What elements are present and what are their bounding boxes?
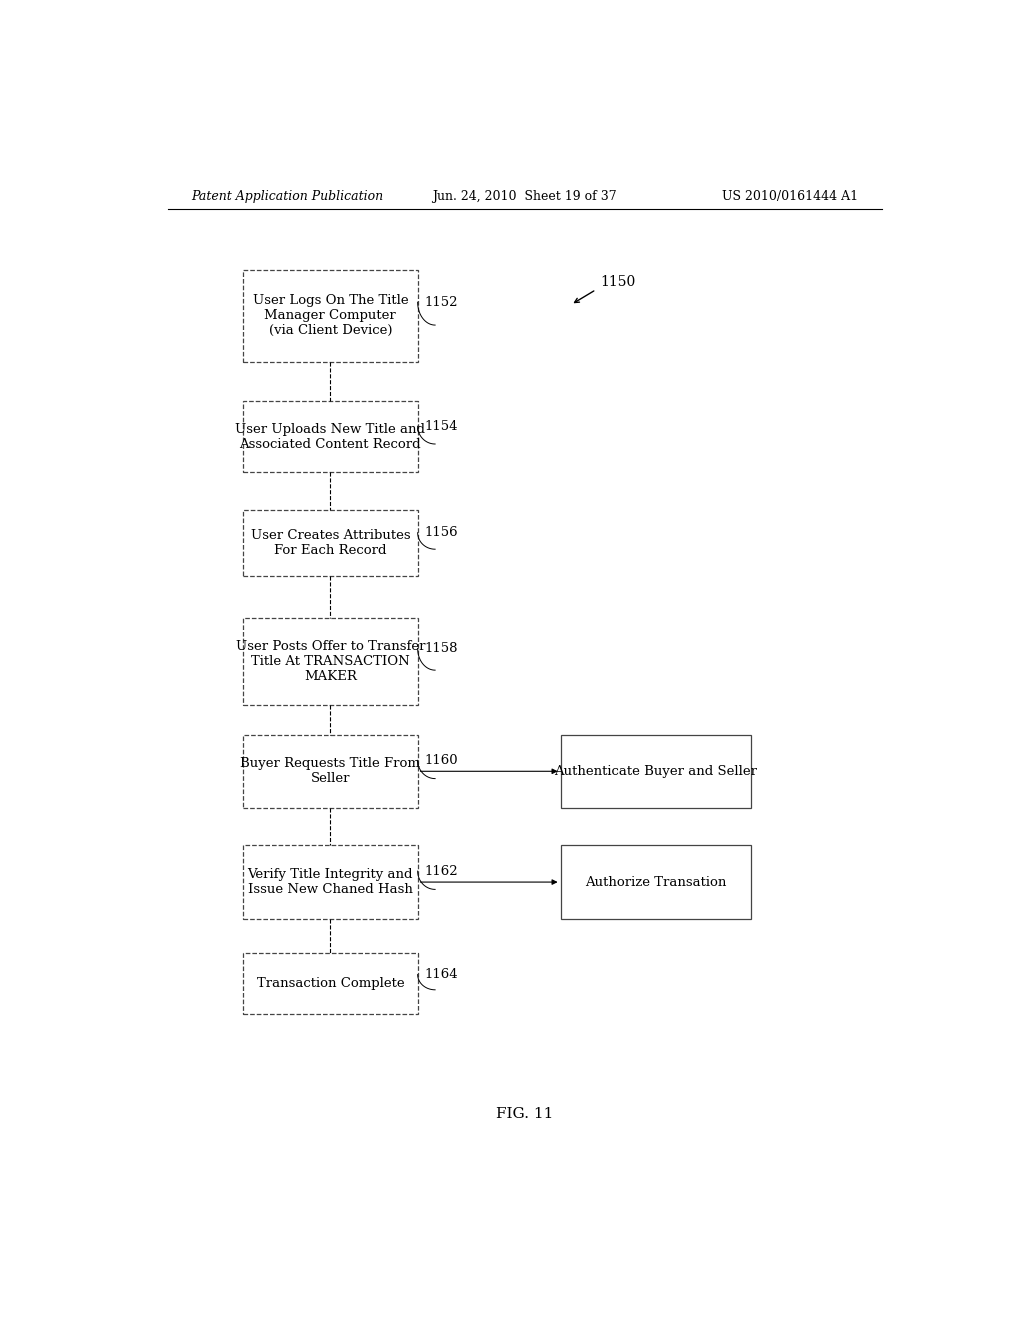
Bar — [560, 735, 751, 808]
Text: User Uploads New Title and
Associated Content Record: User Uploads New Title and Associated Co… — [236, 422, 425, 451]
Text: US 2010/0161444 A1: US 2010/0161444 A1 — [722, 190, 858, 202]
Text: Authenticate Buyer and Seller: Authenticate Buyer and Seller — [554, 764, 757, 777]
Bar — [243, 735, 418, 808]
Bar — [243, 510, 418, 576]
Text: 1154: 1154 — [424, 420, 458, 433]
Text: 1160: 1160 — [424, 754, 458, 767]
Text: 1150: 1150 — [600, 276, 636, 289]
Text: 1156: 1156 — [424, 527, 458, 539]
Text: FIG. 11: FIG. 11 — [496, 1106, 554, 1121]
Text: 1158: 1158 — [424, 642, 458, 655]
Bar — [243, 953, 418, 1014]
Bar — [560, 846, 751, 919]
Text: User Posts Offer to Transfer
Title At TRANSACTION
MAKER: User Posts Offer to Transfer Title At TR… — [236, 640, 425, 682]
Text: 1162: 1162 — [424, 865, 458, 878]
Bar — [243, 401, 418, 473]
Bar — [243, 846, 418, 919]
Text: 1164: 1164 — [424, 968, 458, 981]
Text: 1152: 1152 — [424, 296, 458, 309]
Text: Jun. 24, 2010  Sheet 19 of 37: Jun. 24, 2010 Sheet 19 of 37 — [432, 190, 617, 202]
Text: Buyer Requests Title From
Seller: Buyer Requests Title From Seller — [241, 758, 420, 785]
Bar — [243, 618, 418, 705]
Bar — [243, 271, 418, 362]
Text: Patent Application Publication: Patent Application Publication — [191, 190, 384, 202]
Text: Transaction Complete: Transaction Complete — [257, 977, 404, 990]
Text: User Logs On The Title
Manager Computer
(via Client Device): User Logs On The Title Manager Computer … — [253, 294, 409, 338]
Text: Authorize Transation: Authorize Transation — [585, 875, 726, 888]
Text: Verify Title Integrity and
Issue New Chaned Hash: Verify Title Integrity and Issue New Cha… — [248, 869, 413, 896]
Text: User Creates Attributes
For Each Record: User Creates Attributes For Each Record — [251, 528, 411, 557]
